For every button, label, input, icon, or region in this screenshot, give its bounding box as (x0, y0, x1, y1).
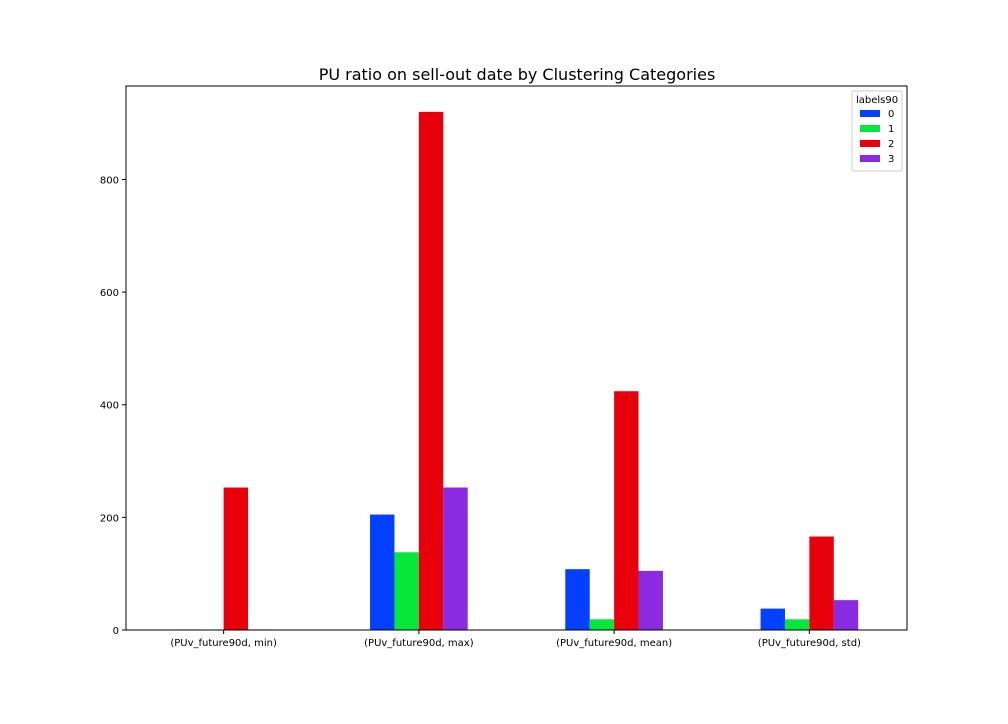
legend-swatch-2 (860, 140, 880, 147)
legend-title: labels90 (856, 95, 898, 106)
legend-swatch-0 (860, 110, 880, 117)
bar-series-2-cat-1 (418, 111, 444, 630)
bar-series-0-cat-3 (760, 608, 785, 630)
y-tick-label: 0 (113, 626, 119, 637)
bar-series-2-cat-0 (223, 487, 249, 630)
bar-series-1-cat-2 (589, 619, 615, 630)
x-tick-label: (PUv_future90d, min) (170, 638, 277, 649)
y-axis: 0 200 400 600 800 (100, 175, 126, 637)
plot-frame (125, 85, 908, 631)
y-tick-label: 400 (100, 401, 119, 412)
legend-swatch-3 (860, 155, 880, 162)
x-tick-label: (PUv_future90d, max) (364, 638, 474, 649)
y-tick-label: 600 (100, 288, 119, 299)
x-tick-label: (PUv_future90d, std) (758, 638, 861, 649)
bar-series-1-cat-3 (784, 619, 810, 630)
bar-series-1-cat-1 (394, 552, 419, 630)
bar-series-3-cat-2 (638, 570, 663, 630)
legend-label-1: 1 (888, 124, 894, 135)
y-tick-label: 200 (100, 513, 119, 524)
legend-label-2: 2 (888, 139, 894, 150)
x-tick-label: (PUv_future90d, mean) (556, 638, 672, 649)
bars-group (174, 111, 859, 630)
bar-series-0-cat-1 (370, 514, 395, 630)
bar-series-2-cat-3 (809, 536, 834, 630)
legend-swatch-1 (860, 125, 880, 132)
bar-series-3-cat-3 (833, 600, 859, 630)
legend: labels90 0 1 2 3 (851, 90, 903, 172)
legend-label-0: 0 (888, 109, 894, 120)
bar-series-3-cat-1 (443, 487, 468, 630)
bar-series-0-cat-2 (565, 569, 590, 630)
legend-label-3: 3 (888, 154, 894, 165)
chart-title: PU ratio on sell-out date by Clustering … (319, 65, 716, 84)
bar-series-2-cat-2 (614, 391, 639, 630)
x-axis: (PUv_future90d, min) (PUv_future90d, max)… (170, 630, 861, 649)
y-tick-label: 800 (100, 175, 119, 186)
